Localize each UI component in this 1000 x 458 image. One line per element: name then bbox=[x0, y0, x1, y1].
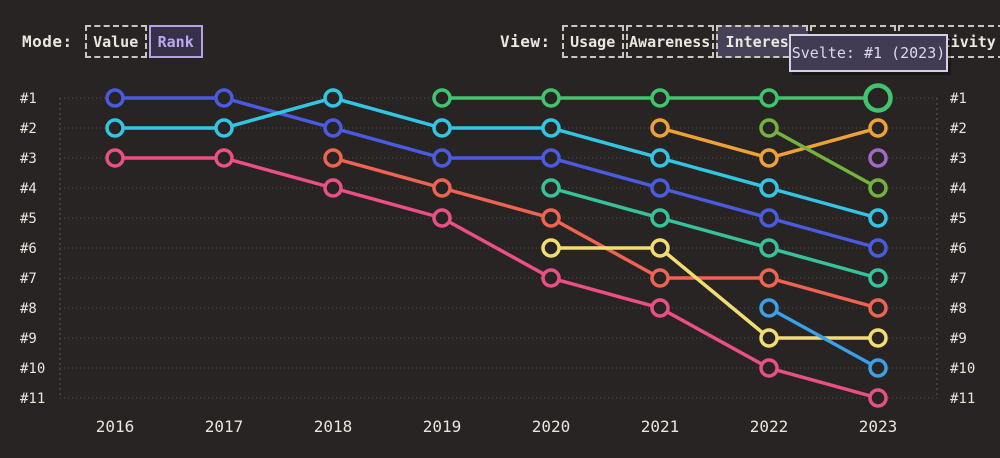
data-point-series-royal-blue-2020[interactable] bbox=[541, 148, 561, 168]
tooltip: Svelte: #1 (2023) bbox=[789, 34, 948, 72]
data-point-series-pink-2016[interactable] bbox=[105, 148, 125, 168]
data-point-series-teal-2020[interactable] bbox=[541, 178, 561, 198]
rank-label-right: #6 bbox=[950, 241, 967, 257]
data-point-series-pink-2017[interactable] bbox=[214, 148, 234, 168]
view-label: View: bbox=[500, 32, 551, 51]
data-point-series-yellow-2020[interactable] bbox=[541, 238, 561, 258]
mode-toggle-group: Mode: Value Rank bbox=[22, 25, 203, 58]
data-point-series-cyan-2018[interactable] bbox=[323, 88, 343, 108]
rank-label-left: #6 bbox=[20, 241, 37, 257]
year-label: 2023 bbox=[859, 417, 898, 436]
data-point-series-amber-2023[interactable] bbox=[868, 118, 888, 138]
year-label: 2016 bbox=[96, 417, 135, 436]
data-point-series-sky-blue-2023[interactable] bbox=[868, 358, 888, 378]
rank-label-left: #7 bbox=[20, 271, 37, 287]
rank-label-right: #3 bbox=[950, 151, 967, 167]
data-point-series-teal-2021[interactable] bbox=[650, 208, 670, 228]
year-label: 2019 bbox=[423, 417, 462, 436]
series-line-series-pink bbox=[115, 156, 879, 400]
rank-label-left: #10 bbox=[20, 361, 45, 377]
year-label: 2018 bbox=[314, 417, 353, 436]
data-point-series-cyan-2023[interactable] bbox=[868, 208, 888, 228]
data-point-series-lime-2022[interactable] bbox=[759, 118, 779, 138]
rank-label-left: #1 bbox=[20, 91, 37, 107]
data-point-series-cyan-2016[interactable] bbox=[105, 118, 125, 138]
rank-label-left: #8 bbox=[20, 301, 37, 317]
data-point-Svelte-2021[interactable] bbox=[650, 88, 670, 108]
data-point-series-pink-2021[interactable] bbox=[650, 298, 670, 318]
data-point-Svelte-2020[interactable] bbox=[541, 88, 561, 108]
series-line-series-lime bbox=[768, 126, 879, 190]
data-point-series-cyan-2020[interactable] bbox=[541, 118, 561, 138]
rank-label-right: #4 bbox=[950, 181, 967, 197]
data-point-series-cyan-2017[interactable] bbox=[214, 118, 234, 138]
data-point-series-tomato-2022[interactable] bbox=[759, 268, 779, 288]
data-point-series-tomato-2018[interactable] bbox=[323, 148, 343, 168]
tooltip-text: Svelte: #1 (2023) bbox=[791, 44, 946, 62]
data-point-series-cyan-2022[interactable] bbox=[759, 178, 779, 198]
mode-button-rank[interactable]: Rank bbox=[148, 25, 203, 58]
data-point-series-tomato-2023[interactable] bbox=[868, 298, 888, 318]
data-point-series-yellow-2023[interactable] bbox=[868, 328, 888, 348]
data-point-series-cyan-2021[interactable] bbox=[650, 148, 670, 168]
rank-label-left: #5 bbox=[20, 211, 37, 227]
data-point-series-sky-blue-2022[interactable] bbox=[759, 298, 779, 318]
data-point-series-cyan-2019[interactable] bbox=[432, 118, 452, 138]
data-point-series-teal-2022[interactable] bbox=[759, 238, 779, 258]
view-toggle-group: View: Usage Awareness Interest Retention… bbox=[500, 25, 1000, 58]
rank-label-left: #2 bbox=[20, 121, 37, 137]
data-point-series-amber-2022[interactable] bbox=[759, 148, 779, 168]
data-point-series-pink-2019[interactable] bbox=[432, 208, 452, 228]
year-label: 2017 bbox=[205, 417, 244, 436]
rank-label-right: #9 bbox=[950, 331, 967, 347]
data-point-series-royal-blue-2017[interactable] bbox=[214, 88, 234, 108]
data-point-series-tomato-2020[interactable] bbox=[541, 208, 561, 228]
rank-label-left: #9 bbox=[20, 331, 37, 347]
year-label: 2020 bbox=[532, 417, 571, 436]
rank-label-right: #1 bbox=[950, 91, 967, 107]
rank-label-right: #7 bbox=[950, 271, 967, 287]
series-line-series-teal bbox=[550, 186, 879, 280]
rank-label-left: #4 bbox=[20, 181, 37, 197]
data-point-series-yellow-2022[interactable] bbox=[759, 328, 779, 348]
data-point-series-royal-blue-2021[interactable] bbox=[650, 178, 670, 198]
data-point-series-amber-2021[interactable] bbox=[650, 118, 670, 138]
data-point-series-pink-2020[interactable] bbox=[541, 268, 561, 288]
rank-label-right: #8 bbox=[950, 301, 967, 317]
rank-label-right: #11 bbox=[950, 391, 975, 407]
series-line-series-tomato bbox=[332, 156, 879, 310]
view-button-awareness[interactable]: Awareness bbox=[625, 25, 714, 58]
series-line-series-sky-blue bbox=[768, 306, 879, 370]
mode-label: Mode: bbox=[22, 32, 73, 51]
data-point-series-lime-2023[interactable] bbox=[868, 178, 888, 198]
series-line-series-cyan bbox=[115, 96, 879, 220]
data-point-series-teal-2023[interactable] bbox=[868, 268, 888, 288]
data-point-series-royal-blue-2018[interactable] bbox=[323, 118, 343, 138]
data-point-series-tomato-2021[interactable] bbox=[650, 268, 670, 288]
rank-label-left: #3 bbox=[20, 151, 37, 167]
data-point-Svelte-2019[interactable] bbox=[432, 88, 452, 108]
mode-button-value[interactable]: Value bbox=[84, 25, 147, 58]
rank-label-right: #5 bbox=[950, 211, 967, 227]
year-label: 2021 bbox=[641, 417, 680, 436]
data-point-series-tomato-2019[interactable] bbox=[432, 178, 452, 198]
series-line-series-royal-blue bbox=[115, 96, 879, 250]
rank-label-right: #2 bbox=[950, 121, 967, 137]
rank-label-left: #11 bbox=[20, 391, 45, 407]
data-point-series-royal-blue-2016[interactable] bbox=[105, 88, 125, 108]
data-point-series-yellow-2021[interactable] bbox=[650, 238, 670, 258]
data-point-Svelte-2023[interactable] bbox=[863, 83, 893, 113]
data-point-series-pink-2023[interactable] bbox=[868, 388, 888, 408]
year-label: 2022 bbox=[750, 417, 789, 436]
data-point-series-royal-blue-2023[interactable] bbox=[868, 238, 888, 258]
data-point-series-pink-2018[interactable] bbox=[323, 178, 343, 198]
view-button-usage[interactable]: Usage bbox=[561, 25, 624, 58]
data-point-series-royal-blue-2019[interactable] bbox=[432, 148, 452, 168]
data-point-series-pink-2022[interactable] bbox=[759, 358, 779, 378]
data-point-series-purple-2023[interactable] bbox=[868, 148, 888, 168]
data-point-series-royal-blue-2022[interactable] bbox=[759, 208, 779, 228]
rank-label-right: #10 bbox=[950, 361, 975, 377]
data-point-Svelte-2022[interactable] bbox=[759, 88, 779, 108]
